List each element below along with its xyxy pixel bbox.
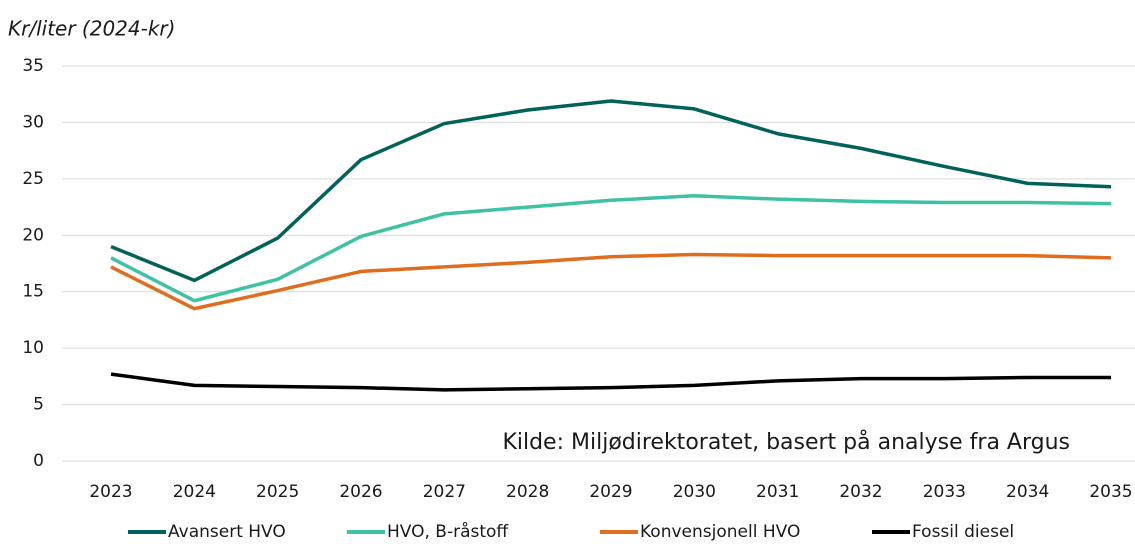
y-tick-label: 30 <box>22 112 44 132</box>
x-tick-label: 2034 <box>1006 482 1049 502</box>
y-tick-label: 5 <box>33 395 44 415</box>
series-line <box>110 194 1112 303</box>
x-tick-label: 2023 <box>89 482 132 502</box>
x-tick-label: 2030 <box>673 482 716 502</box>
x-tick-label: 2033 <box>923 482 966 502</box>
annotation: Kilde: Miljødirektoratet, basert på anal… <box>502 429 1070 455</box>
x-tick-label: 2025 <box>256 482 299 502</box>
legend-label: Fossil diesel <box>912 522 1014 542</box>
legend-label: HVO, B-råstoff <box>387 521 509 542</box>
x-tick-label: 2032 <box>839 482 882 502</box>
legend-label: Konvensjonell HVO <box>640 522 800 542</box>
x-tick-label: 2026 <box>339 482 382 502</box>
y-axis-label: Kr/liter (2024-kr) <box>8 17 175 41</box>
y-tick-label: 10 <box>22 338 44 358</box>
x-tick-label: 2024 <box>173 482 216 502</box>
y-tick-label: 35 <box>22 56 44 76</box>
series-line <box>110 99 1112 283</box>
x-tick-label: 2029 <box>589 482 632 502</box>
x-tick-label: 2035 <box>1089 482 1132 502</box>
y-tick-label: 0 <box>33 451 44 471</box>
y-tick-label: 15 <box>22 282 44 302</box>
x-tick-label: 2027 <box>423 482 466 502</box>
x-tick-label: 2031 <box>756 482 799 502</box>
series-line <box>110 372 1111 392</box>
y-tick-label: 25 <box>22 169 44 189</box>
y-tick-label: 20 <box>22 225 44 245</box>
x-tick-label: 2028 <box>506 482 549 502</box>
series-line <box>110 252 1112 311</box>
legend-label: Avansert HVO <box>168 522 286 542</box>
